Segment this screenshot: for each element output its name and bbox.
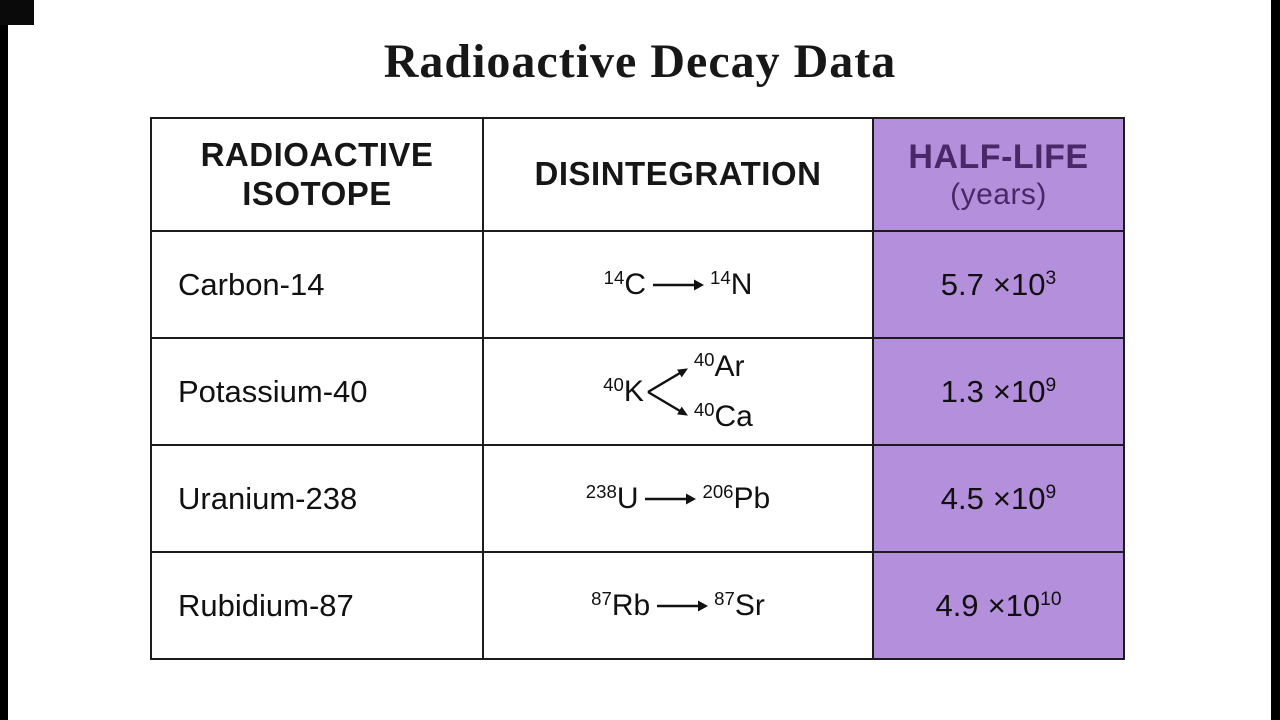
half-life-cell: 1.3 ×109: [872, 337, 1125, 446]
right-letterbox-bar: [1271, 0, 1280, 720]
table-row: Uranium-238 238U 206Pb 4.5 ×109: [150, 444, 1125, 553]
product-nuclide: 206Pb: [702, 481, 771, 515]
isotope-cell: Potassium-40: [150, 337, 484, 446]
left-letterbox-bar: [0, 0, 8, 720]
disintegration-cell: 14C 14N: [482, 230, 874, 339]
half-life-cell: 4.9 ×1010: [872, 551, 1125, 660]
top-left-corner-mark: [0, 0, 34, 25]
header-disintegration: DISINTEGRATION: [482, 117, 874, 232]
branching-arrows-icon: [647, 367, 688, 416]
header-radioactive-isotope: RADIOACTIVE ISOTOPE: [150, 117, 484, 232]
table-row: Rubidium-87 87Rb 87Sr 4.9 ×1010: [150, 551, 1125, 660]
header-isotope-line1: RADIOACTIVE: [200, 135, 434, 173]
page-title: Radioactive Decay Data: [383, 35, 897, 88]
table-row: Potassium-40 40K 40Ar 40Ca 1.3 ×109: [150, 337, 1125, 446]
header-half-life-line1: HALF-LIFE: [908, 137, 1089, 176]
product-nuclide: 40Ca: [693, 399, 753, 433]
header-half-life-line2: (years): [950, 177, 1047, 211]
parent-nuclide: 238U: [585, 481, 639, 515]
table-row: Carbon-14 14C 14N 5.7 ×103: [150, 230, 1125, 339]
table-header-row: RADIOACTIVE ISOTOPE DISINTEGRATION HALF-…: [150, 117, 1125, 232]
disintegration-cell: 87Rb 87Sr: [482, 551, 874, 660]
parent-nuclide: 87Rb: [591, 588, 651, 622]
right-arrow-icon: [657, 600, 709, 611]
half-life-cell: 4.5 ×109: [872, 444, 1125, 553]
product-nuclide: 40Ar: [693, 349, 745, 383]
disintegration-cell: 40K 40Ar 40Ca: [482, 337, 874, 446]
product-nuclide: 87Sr: [714, 588, 765, 622]
isotope-cell: Carbon-14: [150, 230, 484, 339]
right-arrow-icon: [645, 493, 697, 504]
isotope-cell: Rubidium-87: [150, 551, 484, 660]
half-life-cell: 5.7 ×103: [872, 230, 1125, 339]
header-half-life: HALF-LIFE (years): [872, 117, 1125, 232]
isotope-cell: Uranium-238: [150, 444, 484, 553]
parent-nuclide: 40K: [603, 374, 644, 408]
disintegration-cell: 238U 206Pb: [482, 444, 874, 553]
decay-table: RADIOACTIVE ISOTOPE DISINTEGRATION HALF-…: [150, 117, 1125, 660]
header-isotope-line2: ISOTOPE: [242, 174, 392, 212]
product-nuclide: 14N: [710, 267, 753, 301]
parent-nuclide: 14C: [603, 267, 646, 301]
right-arrow-icon: [653, 279, 704, 290]
header-disintegration-label: DISINTEGRATION: [534, 155, 822, 193]
